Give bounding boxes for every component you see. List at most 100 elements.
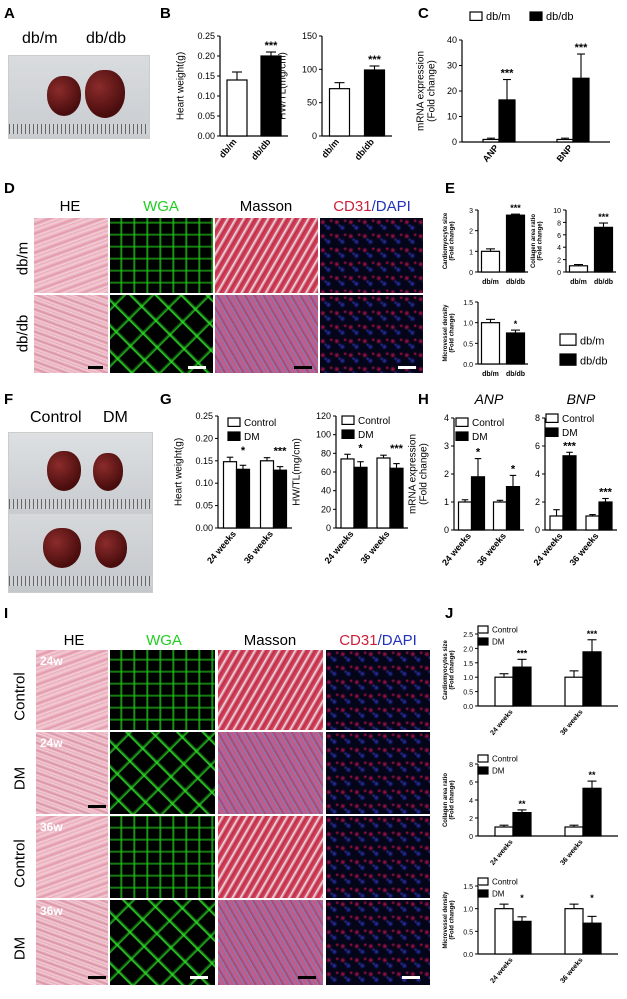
heart-photo-a (8, 55, 150, 139)
chart-G2-ytick-label: 120 (316, 411, 331, 421)
chart-G2-bar (340, 458, 355, 529)
chart-B2-bar (363, 69, 386, 137)
chart-E1-ytick-label: 2 (469, 229, 473, 236)
chart-H1-category-label: 24 weeks (440, 531, 473, 568)
chart-E2-category-label: db/m (570, 279, 587, 286)
chart-H1-title: ANP (474, 391, 504, 407)
chart-H2-bar (598, 501, 613, 531)
i-col-title-wga: WGA (146, 632, 182, 649)
chart-B1-ylabel: Heart weight(g) (175, 52, 186, 120)
chart-G2-ytick-label: 100 (316, 430, 331, 440)
chart-J1-bar (582, 651, 602, 707)
heart-photo-f-bottom (8, 513, 153, 593)
chart-G2-ytick-label: 20 (321, 504, 331, 514)
chart-E1-bar (480, 250, 501, 273)
chart-H1-bar (470, 476, 486, 531)
chart-G2-bar (353, 466, 368, 529)
d-col-title-wga: WGA (143, 198, 179, 215)
chart-J3-ytick-label: 1.0 (463, 907, 473, 914)
chart-H2-ytick-label: 0 (535, 525, 540, 535)
chart-J3-annotation: * (520, 893, 524, 903)
chart-H2-legend-swatch (545, 413, 559, 423)
chart-B2-ytick-label: 0 (312, 131, 317, 141)
panel-letter-f: F (4, 391, 14, 408)
d-scalebar-wga (188, 366, 206, 369)
chart-J2-category-label: 36 weeks (559, 839, 584, 867)
d-col-title-he: HE (59, 198, 81, 215)
chart-J3-legend-label: Control (492, 878, 518, 887)
chart-H2-category-label: 24 weeks (531, 531, 564, 568)
chart-H1-ytick-label: 4 (444, 413, 449, 423)
chart-G1-annotation: *** (274, 446, 288, 458)
chart-B2-category-label: db/db (353, 136, 377, 162)
photo-a-label-dbm: db/m (22, 30, 58, 47)
chart-C-ylabel: mRNA expression(Fold change) (415, 51, 437, 131)
chart-C-annotation: *** (501, 68, 515, 80)
d-masson-dbdb (215, 295, 318, 373)
chart-J2-category-label: 24 weeks (489, 839, 514, 867)
chart-B2-annotation: *** (368, 54, 382, 66)
chart-J2-legend-label: DM (492, 767, 505, 776)
photo-a-label-dbdb: db/db (86, 30, 127, 47)
i-masson-row-4 (218, 900, 323, 985)
i-scalebar-cd31-row-4 (402, 976, 420, 979)
chart-B1-annotation: *** (265, 40, 279, 52)
d-masson-dbm (215, 218, 318, 293)
i-scalebar-he-row-2 (88, 805, 106, 808)
chart-E3-category-label: db/db (506, 371, 525, 378)
chart-J1-ytick-label: 1.5 (463, 661, 473, 668)
chart-H1-annotation: * (476, 447, 481, 459)
panel-letter-g: G (160, 391, 172, 408)
chart-E3-ytick-label: 1.0 (463, 321, 473, 328)
chart-j3: 0.0 0.5 1.0 1.5 Microvessel density(Fold cha… (443, 877, 618, 985)
chart-C-bar (498, 99, 516, 143)
chart-J3-legend-label: DM (492, 890, 505, 899)
chart-J1-ytick-label: 0.0 (463, 704, 473, 711)
chart-H1-legend-swatch (455, 417, 469, 427)
chart-G2-ytick-label: 0 (326, 523, 331, 533)
chart-J1-ytick-label: 1.0 (463, 675, 473, 682)
chart-E2-bar (593, 226, 614, 273)
chart-E3-ytick-label: 1.5 (463, 300, 473, 307)
chart-J3-ytick-label: 1.5 (463, 884, 473, 891)
chart-B1-category-label: db/m (217, 137, 238, 160)
i-scalebar-wga-row-4 (190, 976, 208, 979)
chart-B2-category-label: db/m (320, 137, 341, 160)
chart-J3-legend-swatch (477, 889, 489, 898)
chart-H2-bar (562, 455, 577, 531)
panel-letter-h: H (418, 391, 429, 408)
chart-C-legend-swatch (529, 11, 543, 21)
chart-J2-annotation: ** (588, 770, 596, 780)
chart-J1-bar (512, 666, 532, 707)
chart-G2-ylabel: HW/TL(mg/cm) (291, 438, 302, 506)
chart-H2-legend-swatch (545, 427, 559, 437)
i-col-title-he: HE (63, 632, 85, 649)
chart-E2-bar (568, 265, 589, 273)
chart-C-bar (572, 77, 590, 143)
i-wga-row-1 (110, 650, 215, 730)
chart-J2-annotation: ** (518, 799, 526, 809)
chart-J1-annotation: *** (587, 629, 598, 639)
d-he-dbdb (34, 295, 108, 373)
i-row-tag-2: 24w (40, 736, 63, 750)
i-he-row-3 (36, 816, 108, 898)
chart-e1: 0 1 2 3 Cardiomyocyte size(Fold change) db/m *… (443, 203, 528, 286)
chart-C-legend-label: db/m (486, 11, 510, 23)
chart-J3-ylabel: Microvessel density(Fold change) (443, 891, 456, 949)
chart-H2-legend-label: DM (562, 428, 578, 439)
chart-G2-annotation: * (358, 442, 363, 454)
d-scalebar-he (88, 366, 103, 369)
chart-J2-bar (512, 811, 532, 837)
chart-G1-annotation: * (241, 445, 246, 457)
chart-J3-annotation: * (590, 893, 594, 903)
chart-H1-ytick-label: 2 (444, 469, 449, 479)
chart-E2-ytick-label: 6 (557, 233, 561, 240)
chart-H2-ytick-label: 4 (535, 469, 540, 479)
chart-G1-bar (259, 460, 275, 529)
chart-E2-ytick-label: 4 (557, 245, 561, 252)
chart-E3-legend-label: db/db (580, 355, 608, 367)
chart-G1-ytick-label: 0.05 (195, 501, 213, 511)
chart-j2: 0 2 4 6 8 Collagen area ratio(Fold change) ** 2… (443, 754, 618, 867)
chart-E3-legend-swatch (559, 353, 577, 366)
